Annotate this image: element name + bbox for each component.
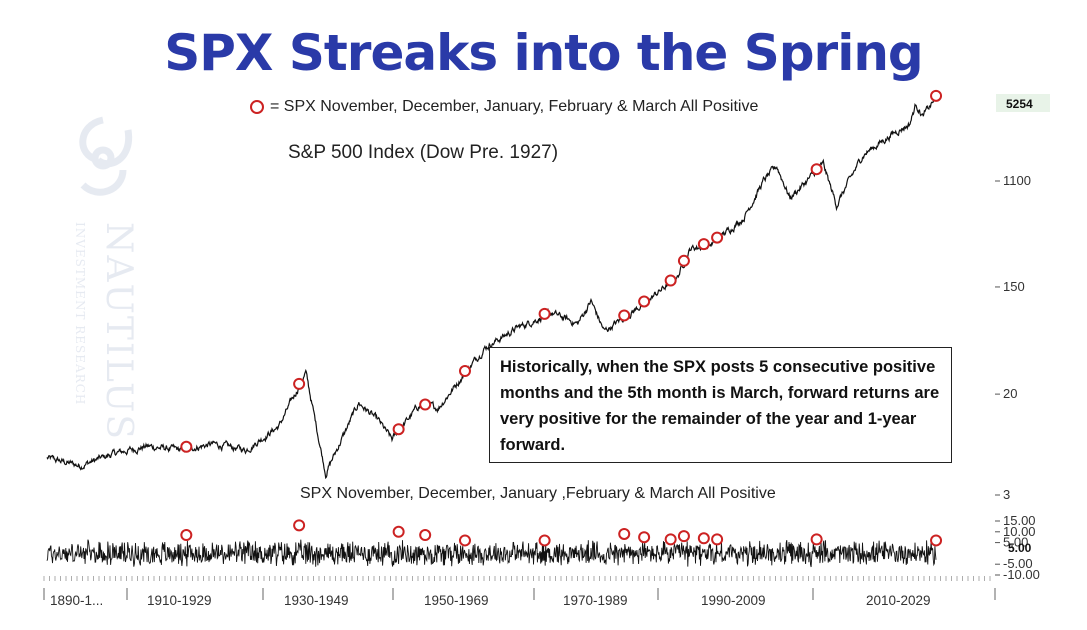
signal-marker	[458, 365, 471, 378]
y-tick-label: 3	[1003, 487, 1010, 502]
lower-signal-marker	[930, 534, 943, 547]
lower-signal-marker	[618, 527, 631, 540]
y-tick-label: 20	[1003, 386, 1017, 401]
x-tick-label: 1910-1929	[147, 593, 212, 608]
signal-marker	[538, 307, 551, 320]
lower-signal-marker	[638, 531, 651, 544]
lower-last-value-label: 5.00	[1008, 541, 1032, 555]
lower-signal-marker	[664, 533, 677, 546]
lower-signal-marker	[293, 519, 306, 532]
lower-y-tick-label: 10.00	[1003, 524, 1036, 539]
lower-y-tick-label: -10.00	[1003, 567, 1040, 582]
signal-marker	[392, 423, 405, 436]
signal-marker	[180, 440, 193, 453]
lower-signal-marker	[458, 534, 471, 547]
signal-marker	[664, 274, 677, 287]
chart-legend: = SPX November, December, January, Febru…	[250, 98, 758, 116]
page-title: SPX Streaks into the Spring	[164, 24, 923, 82]
signal-marker	[711, 231, 724, 244]
lower-y-tick-label: 5.00	[1003, 535, 1028, 550]
y-tick-label: 1100	[1003, 173, 1031, 188]
lower-y-tick-label: 15.00	[1003, 513, 1036, 528]
chart-subtitle: S&P 500 Index (Dow Pre. 1927)	[288, 142, 559, 163]
lower-signal-marker	[419, 529, 432, 542]
last-value-label: 5254	[1006, 97, 1033, 111]
lower-signal-marker	[180, 529, 193, 542]
x-tick-label: 2010-2029	[866, 593, 931, 608]
x-tick-label: 1930-1949	[284, 593, 349, 608]
signal-marker	[930, 89, 943, 102]
lower-returns-line	[46, 539, 937, 568]
lower-signal-marker	[711, 533, 724, 546]
lower-panel-label: SPX November, December, January ,Februar…	[300, 485, 776, 502]
lower-signal-marker	[810, 533, 823, 546]
y-tick-label: 150	[1003, 279, 1025, 294]
x-tick-label: 1970-1989	[563, 593, 628, 608]
lower-signal-marker	[697, 532, 710, 545]
lower-signal-marker	[392, 525, 405, 538]
lower-signal-marker	[538, 534, 551, 547]
lower-y-tick-label: -5.00	[1003, 556, 1033, 571]
x-tick-label: 1990-2009	[701, 593, 766, 608]
x-tick-label: 1890-1...	[50, 593, 103, 608]
lower-signal-marker	[677, 530, 690, 543]
x-tick-label: 1950-1969	[424, 593, 489, 608]
legend-marker-icon	[250, 99, 264, 114]
signal-marker	[677, 254, 690, 267]
signal-marker	[419, 398, 432, 411]
last-value-badge	[996, 94, 1050, 112]
annotation-box: Historically, when the SPX posts 5 conse…	[489, 347, 952, 463]
signal-marker	[697, 238, 710, 251]
signal-marker	[618, 309, 631, 322]
legend-text: = SPX November, December, January, Febru…	[270, 98, 759, 115]
signal-marker	[638, 295, 651, 308]
signal-marker	[810, 163, 823, 176]
signal-marker	[293, 377, 306, 390]
